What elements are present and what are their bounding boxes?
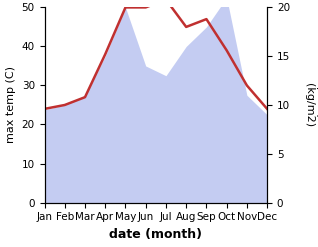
X-axis label: date (month): date (month) [109,228,202,241]
Y-axis label: med. precipitation
(kg/m2): med. precipitation (kg/m2) [304,54,318,156]
Y-axis label: max temp (C): max temp (C) [6,66,16,144]
